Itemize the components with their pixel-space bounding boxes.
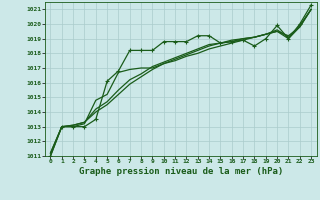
X-axis label: Graphe pression niveau de la mer (hPa): Graphe pression niveau de la mer (hPa) xyxy=(79,167,283,176)
